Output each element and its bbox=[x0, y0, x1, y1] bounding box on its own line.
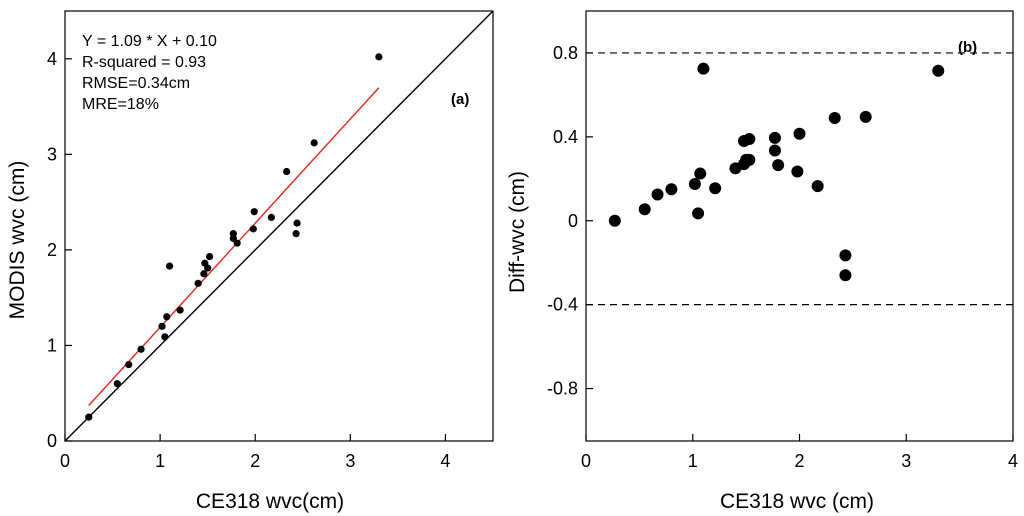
data-point bbox=[638, 203, 651, 216]
data-point bbox=[205, 252, 214, 261]
data-point bbox=[166, 262, 174, 270]
data-point bbox=[125, 360, 133, 369]
data-point bbox=[293, 219, 301, 227]
data-point bbox=[743, 153, 756, 166]
panel-a-x-axis-label: CE318 wvc(cm) bbox=[196, 490, 344, 513]
data-point bbox=[772, 159, 785, 172]
data-point bbox=[163, 313, 171, 321]
data-point bbox=[161, 333, 169, 341]
data-point bbox=[839, 269, 852, 282]
data-point bbox=[310, 139, 318, 147]
y-tick-label: 0 bbox=[568, 211, 578, 231]
annotation-equation: Y = 1.09 * X + 0.10 bbox=[82, 33, 217, 50]
data-point bbox=[694, 167, 707, 180]
panel-b-frame bbox=[585, 10, 1014, 442]
data-point bbox=[791, 165, 804, 178]
data-point bbox=[692, 207, 705, 220]
data-point bbox=[768, 144, 781, 157]
data-point bbox=[283, 167, 291, 176]
y-tick-label: 2 bbox=[47, 240, 57, 260]
data-point bbox=[932, 64, 945, 77]
y-tick-label: 0.4 bbox=[553, 127, 578, 147]
panel-a-points bbox=[85, 53, 383, 421]
data-point bbox=[200, 270, 208, 278]
panel-a: 0 1 2 3 4 0 1 2 3 4 Y = 1.09 * X + 0.10 R-squared… bbox=[6, 10, 494, 513]
x-tick-label: 0 bbox=[60, 451, 70, 471]
data-point bbox=[250, 208, 258, 216]
x-tick-label: 3 bbox=[345, 451, 355, 471]
data-point bbox=[793, 127, 806, 140]
data-point bbox=[194, 279, 202, 287]
y-tick-label: -0.4 bbox=[547, 295, 578, 315]
panel-b-ticks: 0 1 2 3 4 0.8 0.4 0 -0.4 -0.8 bbox=[547, 43, 1018, 471]
panel-a-y-axis-label: MODIS wvc (cm) bbox=[6, 161, 29, 320]
data-point bbox=[137, 345, 145, 353]
data-point bbox=[375, 53, 383, 61]
x-tick-label: 2 bbox=[250, 451, 260, 471]
y-tick-label: 1 bbox=[47, 335, 57, 355]
y-tick-label: -0.8 bbox=[547, 379, 578, 399]
annotation-r-squared: R-squared = 0.93 bbox=[82, 54, 206, 71]
y-tick-label: 3 bbox=[47, 144, 57, 164]
annotation-rmse: RMSE=0.34cm bbox=[82, 75, 190, 92]
data-point bbox=[688, 178, 701, 191]
data-point bbox=[233, 239, 241, 247]
data-point bbox=[665, 183, 678, 196]
panel-a-lines bbox=[65, 11, 493, 441]
x-tick-label: 1 bbox=[688, 451, 698, 471]
panel-a-annotations: Y = 1.09 * X + 0.10 R-squared = 0.93 RMS… bbox=[82, 33, 217, 113]
y-tick-label: 0 bbox=[47, 431, 57, 451]
data-point bbox=[204, 264, 212, 272]
y-tick-label: 0.8 bbox=[553, 43, 578, 63]
panel-b-x-axis-label: CE318 wvc (cm) bbox=[720, 490, 874, 513]
data-point bbox=[267, 213, 275, 221]
x-tick-label: 3 bbox=[901, 451, 911, 471]
data-point bbox=[697, 62, 710, 75]
data-point bbox=[839, 249, 852, 262]
annotation-mre: MRE=18% bbox=[82, 96, 159, 113]
data-point bbox=[608, 214, 621, 227]
fit-line bbox=[88, 87, 380, 406]
panel-b-y-axis-label: Diff-wvc (cm) bbox=[506, 171, 529, 293]
y-tick-label: 4 bbox=[47, 49, 57, 69]
data-point bbox=[85, 413, 93, 421]
data-point bbox=[768, 131, 781, 144]
panel-b-points bbox=[608, 62, 945, 282]
x-tick-label: 2 bbox=[794, 451, 804, 471]
data-point bbox=[158, 322, 166, 330]
data-point bbox=[113, 380, 121, 388]
data-point bbox=[709, 182, 722, 195]
data-point bbox=[292, 230, 300, 238]
x-tick-label: 4 bbox=[440, 451, 450, 471]
x-tick-label: 0 bbox=[581, 451, 591, 471]
x-tick-label: 4 bbox=[1008, 451, 1018, 471]
one-to-one-line bbox=[65, 11, 493, 441]
data-point bbox=[828, 111, 841, 124]
panel-b-reference-lines bbox=[586, 52, 1013, 306]
panel-a-frame bbox=[64, 10, 494, 442]
panel-b: 0 1 2 3 40.80.40-0.4-0.8 (b) CE318 wvc (cm) … bbox=[506, 10, 1018, 513]
panel-b-label: (b) bbox=[958, 39, 977, 56]
data-point bbox=[811, 180, 824, 193]
data-point bbox=[249, 225, 257, 233]
data-point bbox=[176, 306, 184, 314]
x-tick-label: 1 bbox=[155, 451, 165, 471]
data-point bbox=[651, 188, 664, 201]
data-point bbox=[743, 132, 756, 145]
panel-a-ticks: 0 1 2 3 4 0 1 2 3 4 bbox=[47, 49, 450, 471]
panel-a-label: (a) bbox=[451, 91, 469, 108]
data-point bbox=[859, 110, 872, 123]
